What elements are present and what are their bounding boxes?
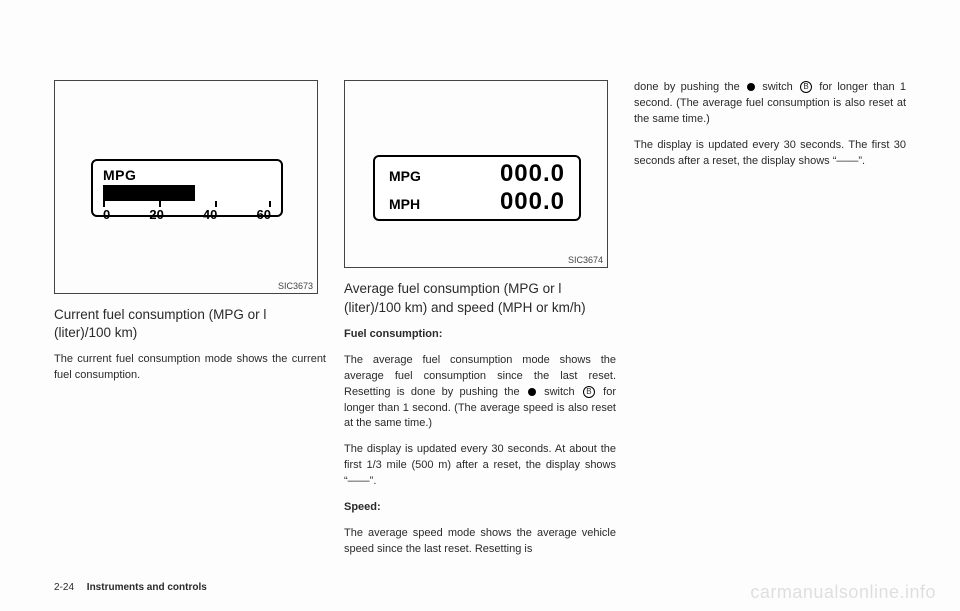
col2-heading: Average fuel consumption (MPG or l (lite… bbox=[344, 280, 616, 316]
fuel-consumption-p1: The average fuel consumption mode shows … bbox=[344, 353, 616, 433]
figure-2-code: SIC3674 bbox=[568, 255, 603, 265]
page-number: 2-24 bbox=[54, 582, 74, 593]
c3-p1b: switch bbox=[757, 81, 798, 93]
watermark: carmanualsonline.info bbox=[750, 582, 936, 603]
readout-mph-value: 000.0 bbox=[500, 188, 565, 216]
scale-0: 0 bbox=[103, 207, 110, 222]
c3-p1a: done by pushing the bbox=[634, 81, 745, 93]
figure-1-code: SIC3673 bbox=[278, 281, 313, 291]
scale-2: 40 bbox=[203, 207, 217, 222]
readout-mph-label: MPH bbox=[389, 196, 420, 212]
digital-readout: MPG 000.0 MPH 000.0 bbox=[373, 155, 581, 221]
column-1: MPG 0 20 40 60 SIC3673 Current fuel cons… bbox=[54, 80, 326, 568]
figure-1-frame: MPG 0 20 40 60 SIC3673 bbox=[54, 80, 318, 294]
dot-icon bbox=[528, 388, 536, 396]
scale-1: 20 bbox=[149, 207, 163, 222]
fc-p1b: switch bbox=[538, 386, 581, 398]
fuel-consumption-p2: The display is updated every 30 seconds.… bbox=[344, 442, 616, 490]
gauge-scale: 0 20 40 60 bbox=[103, 207, 271, 222]
col3-p2: The display is updated every 30 seconds.… bbox=[634, 138, 906, 170]
mpg-gauge: MPG 0 20 40 60 bbox=[91, 159, 283, 217]
column-2: MPG 000.0 MPH 000.0 SIC3674 Average fuel… bbox=[344, 80, 616, 568]
gauge-bar-track bbox=[103, 185, 271, 201]
col3-p1: done by pushing the switch B for longer … bbox=[634, 80, 906, 128]
col1-heading: Current fuel consumption (MPG or l (lite… bbox=[54, 306, 326, 342]
circle-b-icon: B bbox=[583, 386, 595, 398]
scale-3: 60 bbox=[257, 207, 271, 222]
circle-b-icon: B bbox=[800, 81, 812, 93]
dot-icon bbox=[747, 83, 755, 91]
column-3: done by pushing the switch B for longer … bbox=[634, 80, 906, 568]
figure-2-frame: MPG 000.0 MPH 000.0 SIC3674 bbox=[344, 80, 608, 268]
gauge-label: MPG bbox=[103, 167, 271, 183]
section-title: Instruments and controls bbox=[87, 582, 207, 593]
readout-row-mph: MPH 000.0 bbox=[389, 188, 565, 216]
speed-title: Speed: bbox=[344, 500, 616, 516]
page-footer: 2-24 Instruments and controls bbox=[54, 582, 207, 593]
readout-mpg-value: 000.0 bbox=[500, 160, 565, 188]
fuel-consumption-title: Fuel consumption: bbox=[344, 327, 616, 343]
readout-row-mpg: MPG 000.0 bbox=[389, 160, 565, 188]
speed-p1: The average speed mode shows the average… bbox=[344, 526, 616, 558]
col1-text: The current fuel consumption mode shows … bbox=[54, 352, 326, 384]
readout-mpg-label: MPG bbox=[389, 168, 421, 184]
page-content: MPG 0 20 40 60 SIC3673 Current fuel cons… bbox=[54, 80, 906, 568]
gauge-bar-fill bbox=[103, 185, 195, 201]
